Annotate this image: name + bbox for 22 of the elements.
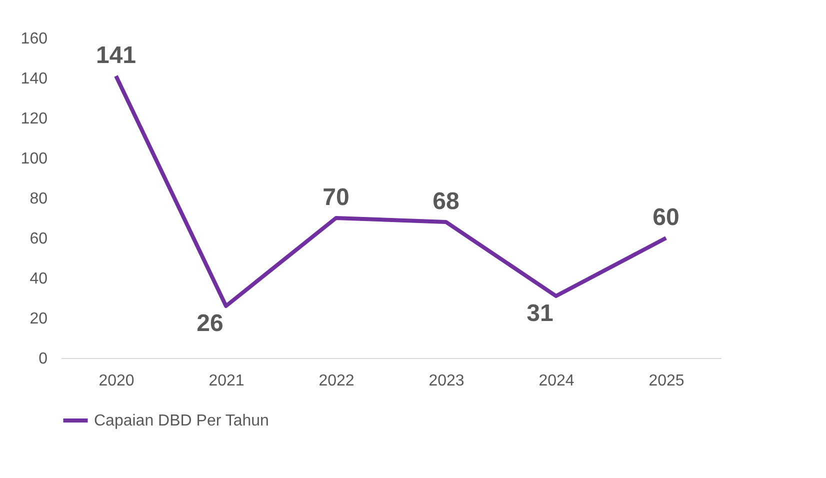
x-tick-label: 2020 xyxy=(98,372,134,390)
x-tick-label: 2025 xyxy=(648,372,684,390)
y-tick-label: 20 xyxy=(30,310,48,328)
y-tick-label: 160 xyxy=(20,30,48,48)
y-tick-label: 140 xyxy=(20,70,48,88)
x-tick-label: 2022 xyxy=(318,372,354,390)
data-label: 31 xyxy=(526,300,554,327)
data-label: 68 xyxy=(432,188,460,215)
data-label: 60 xyxy=(652,204,680,231)
data-label: 26 xyxy=(196,310,224,337)
y-tick-label: 100 xyxy=(20,150,48,168)
y-tick-label: 80 xyxy=(30,190,48,208)
y-tick-label: 0 xyxy=(38,350,48,368)
x-tick-label: 2021 xyxy=(208,372,244,390)
y-tick-label: 40 xyxy=(30,270,48,288)
data-label: 141 xyxy=(96,42,136,69)
y-tick-label: 120 xyxy=(20,110,48,128)
x-tick-label: 2023 xyxy=(428,372,464,390)
data-label: 70 xyxy=(322,184,350,211)
legend-label: Capaian DBD Per Tahun xyxy=(94,412,269,430)
y-tick-label: 60 xyxy=(30,230,48,248)
x-tick-label: 2024 xyxy=(538,372,574,390)
